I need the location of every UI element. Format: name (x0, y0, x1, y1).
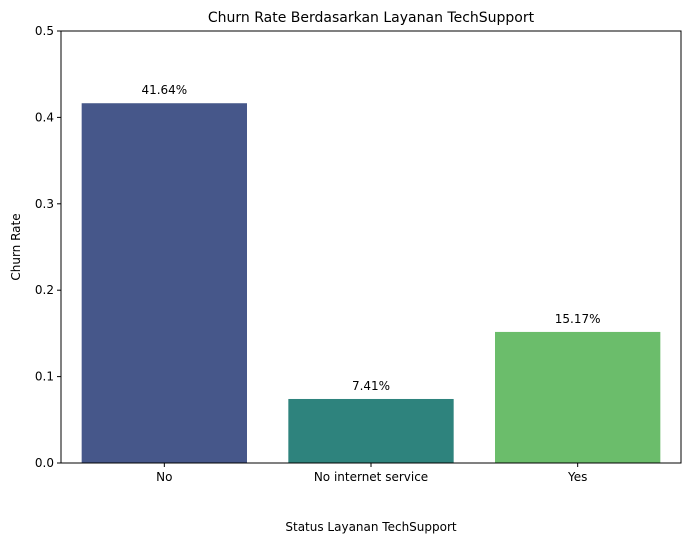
bar-1 (288, 398, 454, 463)
bar-2 (495, 331, 661, 463)
y-tick-label-1: 0.1 (35, 370, 54, 384)
x-tick-label-2: Yes (567, 470, 587, 484)
x-tick-label-0: No (156, 470, 172, 484)
y-tick-label-5: 0.5 (35, 24, 54, 38)
plot-frame (60, 30, 682, 464)
data-label-2: 15.17% (555, 312, 601, 326)
data-label-0: 41.64% (141, 83, 187, 97)
y-tick-label-3: 0.3 (35, 197, 54, 211)
y-axis-label: Churn Rate (9, 213, 23, 280)
y-tick-label-0: 0.0 (35, 456, 54, 470)
x-tick-label-1: No internet service (314, 470, 428, 484)
bar-0 (81, 103, 248, 463)
y-tick-label-4: 0.4 (35, 110, 54, 124)
x-axis-label: Status Layanan TechSupport (285, 520, 457, 534)
chart-title: Churn Rate Berdasarkan Layanan TechSuppo… (208, 10, 535, 26)
y-tick-label-2: 0.2 (35, 283, 54, 297)
plot-area: 41.64% No 7.41% No internet service 15.17% Ye… (35, 24, 682, 484)
data-label-1: 7.41% (352, 379, 390, 393)
